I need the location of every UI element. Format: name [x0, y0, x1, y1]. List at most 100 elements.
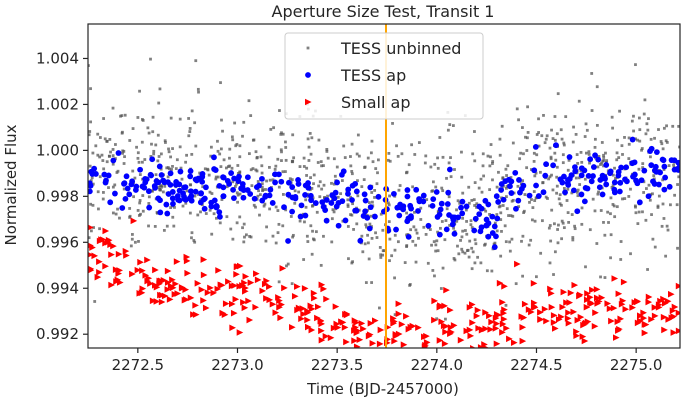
- data-point: [352, 180, 359, 187]
- data-point: [597, 177, 604, 183]
- data-point: [274, 205, 278, 209]
- data-point: [632, 114, 635, 118]
- data-point: [444, 317, 447, 321]
- data-point: [521, 179, 525, 183]
- data-point: [390, 254, 394, 258]
- data-point: [434, 249, 438, 253]
- data-point: [550, 319, 558, 326]
- data-point: [314, 303, 322, 311]
- data-point: [153, 225, 157, 228]
- data-point: [150, 189, 154, 193]
- data-point: [440, 186, 444, 190]
- data-point: [346, 198, 350, 202]
- data-point: [434, 185, 438, 189]
- data-point: [474, 242, 478, 246]
- data-point: [606, 305, 614, 312]
- data-point: [661, 299, 669, 307]
- data-point: [566, 175, 573, 182]
- data-point: [676, 246, 679, 250]
- data-point: [91, 165, 98, 172]
- data-point: [603, 162, 610, 168]
- x-tick-label: 2275.0: [610, 356, 663, 374]
- legend-label: TESS unbinned: [340, 39, 461, 58]
- data-point: [671, 124, 675, 128]
- data-point: [615, 151, 619, 155]
- data-point: [510, 339, 518, 346]
- data-point: [202, 304, 210, 312]
- data-point: [515, 197, 522, 204]
- data-point: [379, 212, 383, 216]
- data-point: [302, 165, 306, 168]
- data-point: [107, 199, 114, 206]
- data-point: [178, 117, 182, 121]
- data-point: [137, 258, 144, 266]
- data-point: [190, 236, 193, 240]
- data-point: [546, 197, 549, 200]
- data-point: [467, 332, 475, 340]
- data-point: [441, 266, 445, 270]
- data-point: [452, 257, 456, 260]
- data-point: [249, 114, 253, 118]
- data-point: [598, 294, 606, 302]
- data-point: [640, 148, 643, 152]
- data-point: [600, 161, 603, 165]
- data-point: [200, 271, 208, 279]
- data-point: [580, 222, 584, 226]
- data-point: [512, 169, 519, 176]
- data-point: [353, 207, 360, 214]
- data-point: [193, 194, 197, 198]
- data-point: [190, 152, 194, 156]
- data-point: [440, 220, 444, 223]
- data-point: [550, 128, 553, 132]
- data-point: [596, 165, 600, 169]
- data-point: [281, 193, 285, 196]
- data-point: [388, 259, 391, 263]
- data-point: [238, 144, 242, 148]
- data-point: [174, 167, 178, 171]
- data-point: [330, 181, 333, 185]
- data-point: [491, 244, 498, 250]
- data-point: [505, 174, 508, 177]
- data-point: [153, 178, 160, 185]
- data-point: [439, 226, 442, 230]
- data-point: [483, 242, 487, 246]
- data-point: [159, 184, 162, 188]
- data-point: [266, 283, 273, 290]
- data-point: [489, 155, 492, 159]
- data-point: [443, 286, 450, 294]
- data-point: [432, 240, 436, 244]
- data-point: [447, 195, 451, 199]
- data-point: [213, 202, 220, 209]
- data-point: [118, 216, 121, 220]
- data-point: [255, 169, 259, 173]
- data-point: [537, 117, 540, 121]
- data-point: [198, 190, 204, 197]
- data-point: [535, 153, 539, 157]
- data-point: [611, 275, 619, 282]
- data-point: [89, 229, 93, 233]
- data-point: [129, 270, 136, 278]
- data-point: [350, 213, 354, 217]
- data-point: [441, 189, 445, 193]
- data-point: [414, 228, 418, 232]
- data-point: [128, 214, 132, 218]
- data-point: [659, 140, 663, 143]
- data-point: [547, 177, 550, 181]
- data-point: [277, 185, 281, 189]
- data-point: [289, 184, 296, 190]
- data-point: [249, 168, 253, 172]
- data-point: [611, 179, 618, 186]
- data-point: [615, 290, 623, 298]
- data-point: [579, 150, 583, 154]
- data-point: [377, 158, 380, 162]
- data-point: [88, 267, 95, 274]
- data-point: [527, 243, 531, 247]
- data-point: [434, 243, 438, 247]
- data-point: [269, 300, 277, 308]
- data-point: [607, 221, 610, 224]
- data-point: [494, 215, 501, 222]
- data-point: [553, 151, 557, 155]
- data-point: [530, 218, 534, 222]
- data-point: [595, 156, 602, 163]
- data-point: [346, 203, 350, 207]
